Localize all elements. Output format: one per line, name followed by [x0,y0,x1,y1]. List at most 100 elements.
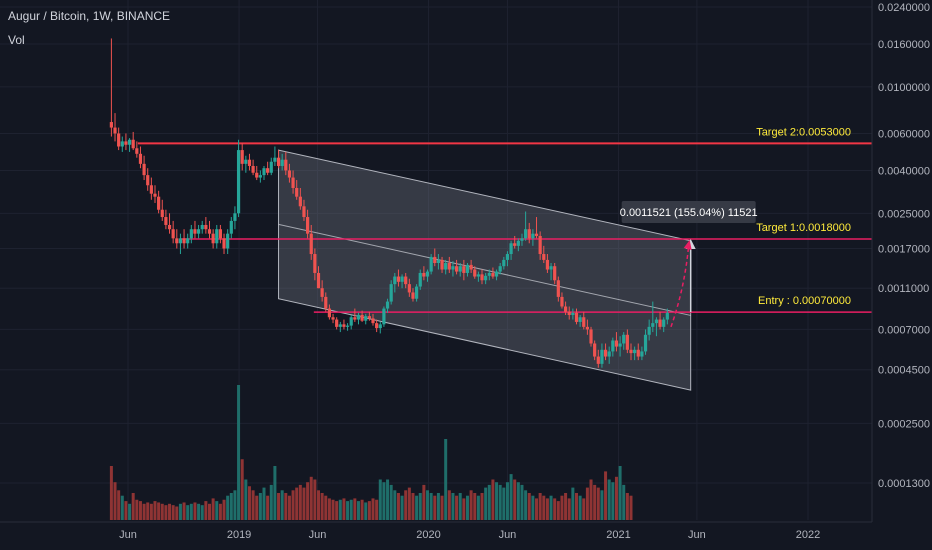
candle-body [262,168,266,176]
candle-body [582,317,586,327]
candle-body [618,343,622,347]
candle-body [625,334,629,350]
candle-body [349,317,353,326]
volume-bar [455,495,459,520]
volume-bar [589,479,593,520]
volume-bar [120,495,124,520]
candle-body [480,274,484,281]
volume-bar [175,506,179,520]
volume-bar [160,503,164,520]
candle-body [146,175,150,186]
candle-body [447,263,451,270]
volume-bar [436,493,440,520]
candle-body [215,229,219,244]
volume-bar [258,493,262,520]
volume-bar [440,495,444,520]
volume-bar [309,476,313,520]
volume-bar [247,486,251,520]
candle-body [313,254,317,273]
volume-bar [360,499,364,520]
candle-body [640,351,644,357]
volume-bar [128,503,132,520]
candle-body [211,233,215,244]
volume-bar [607,479,611,520]
candle-body [218,229,222,239]
candle-body [255,172,259,178]
volume-bar [582,498,586,520]
volume-bar [538,493,542,520]
candle-body [164,217,168,225]
candle-body [415,286,419,299]
candle-body [520,238,524,241]
candle-body [505,254,510,260]
volume-bar [346,501,350,520]
candle-body [444,263,448,270]
candle-body [306,217,310,234]
candle-body [400,276,404,282]
volume-bar [255,495,259,520]
candle-body [138,153,143,164]
candle-body [142,163,146,176]
candle-body [284,159,288,171]
candle-body [240,150,244,164]
candle-body [473,269,477,277]
candle-body [611,340,615,352]
candle-body [534,233,539,236]
level-annotation: Target 1:0.0018000 [756,222,851,234]
y-tick-label: 0.0004500 [878,365,930,377]
candle-body [600,349,604,364]
volume-bar [578,495,582,520]
candle-body [327,308,332,318]
candle-body [494,271,499,277]
candle-body [302,206,306,218]
candle-body [538,235,542,255]
candle-body [309,233,313,255]
volume-bar [476,495,480,520]
volume-bar [222,499,226,520]
candle-body [567,311,571,315]
candle-body [524,229,528,239]
candle-body [385,301,390,309]
volume-bar [375,499,379,520]
volume-bar [131,493,135,520]
volume-bar [353,498,357,520]
candle-body [516,240,520,246]
projection-arrowhead [683,240,692,251]
candle-body [356,314,361,320]
candle-body [280,159,284,166]
volume-bar [516,482,520,520]
candle-body [607,351,611,357]
volume-bar [451,493,455,520]
candle-body [196,229,201,234]
candle-body [153,193,157,197]
candle-body [462,266,466,273]
candle-body [316,272,321,289]
candle-body [411,292,415,299]
volume-bar [317,490,321,520]
level-annotation: Target 2:0.0053000 [756,126,851,138]
y-tick-label: 0.0017000 [878,243,930,255]
volume-bar [226,495,230,520]
volume-bar [331,499,335,520]
candle-body [353,317,357,320]
candle-body [233,213,237,221]
volume-bar [171,505,175,520]
volume-bar [117,490,121,520]
volume-bar [404,490,408,520]
candle-body [226,233,230,249]
volume-bar [429,493,433,520]
volume-bar [574,493,578,520]
regression-channel [278,149,692,391]
candle-body [527,229,531,239]
candle-body [171,229,175,239]
candle-body [596,356,600,364]
y-tick-label: 0.0011000 [878,283,929,295]
volume-bar [215,501,219,520]
candle-body [545,259,550,270]
candle-body [287,170,292,178]
candle-body [157,196,161,210]
price-axis-panel [872,0,932,550]
y-tick-label: 0.0002500 [878,418,930,430]
candle-body [560,296,564,307]
